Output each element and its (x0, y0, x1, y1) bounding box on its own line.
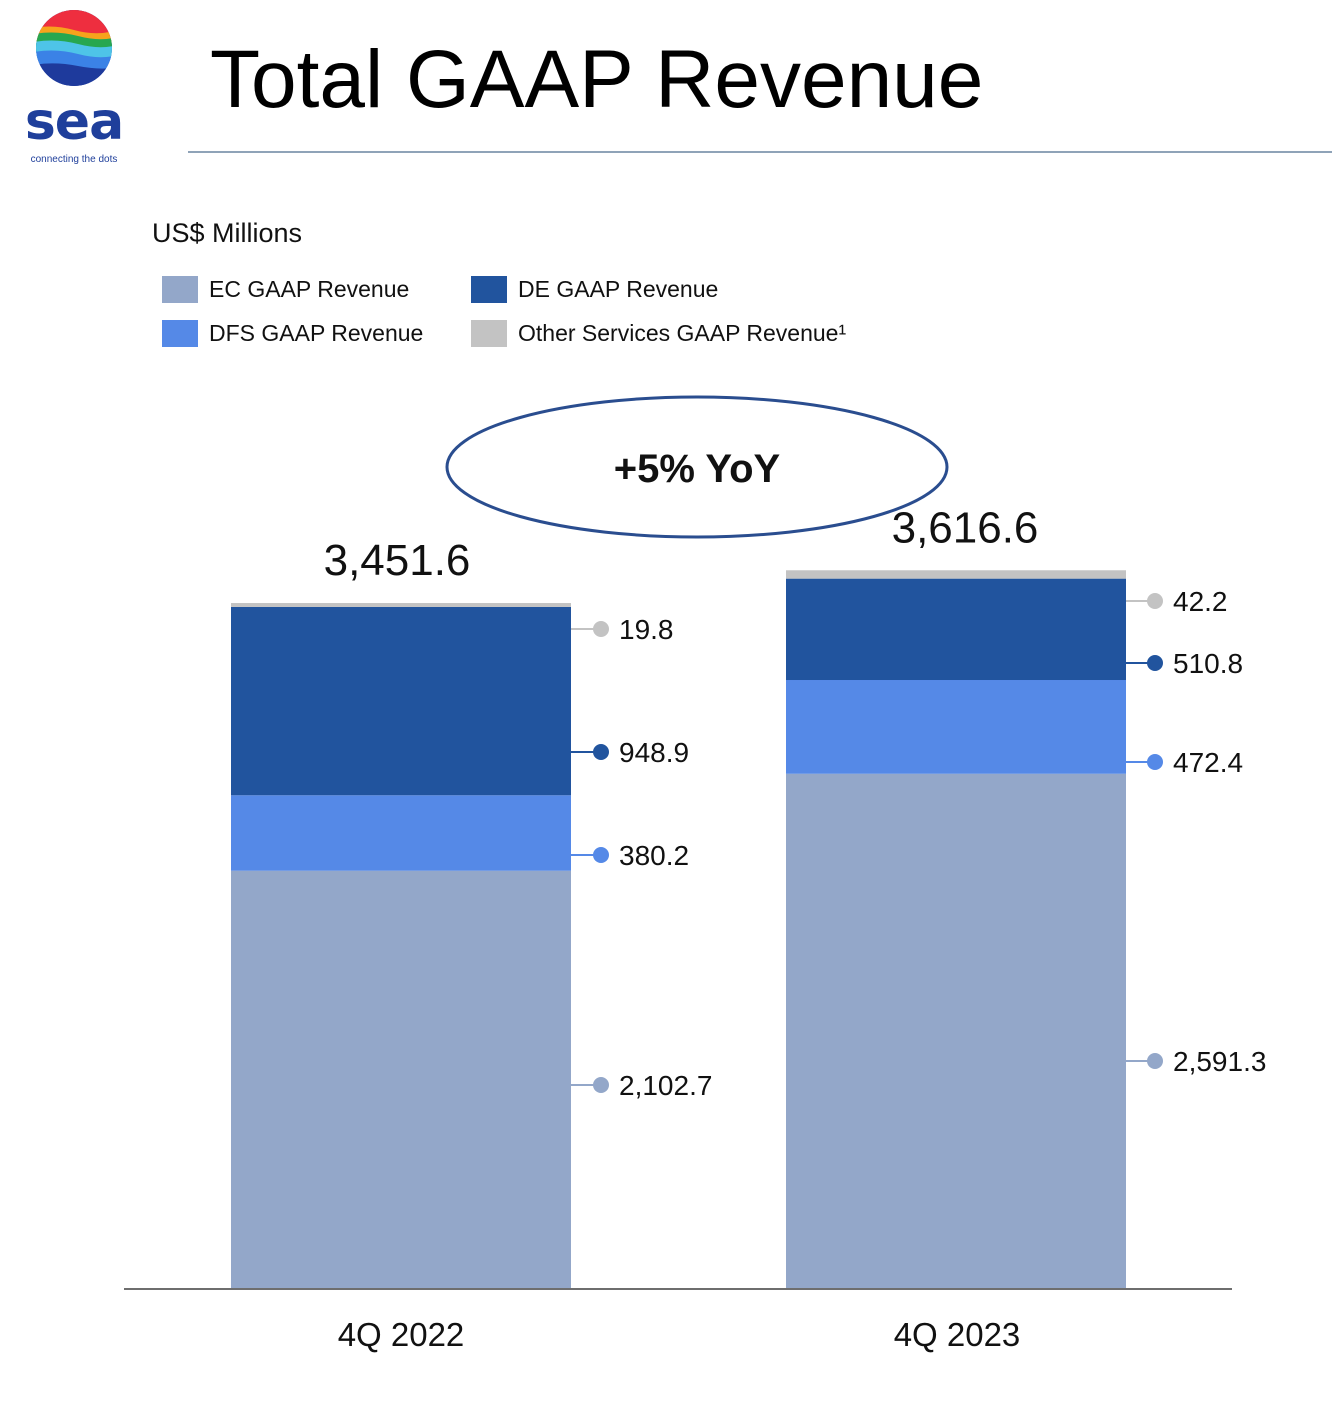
data-label-dfs-4q-2023: 472.4 (1173, 747, 1243, 778)
data-label-ec-4q-2022: 2,102.7 (619, 1070, 712, 1101)
stacked-bar-chart: +5% YoY 2,102.7 380.2 948.9 19.8 3,451.6 4Q 20… (124, 395, 1266, 1353)
yoy-annotation: +5% YoY (614, 447, 781, 491)
legend-label-ec: EC GAAP Revenue (209, 276, 410, 302)
leader-dot-other-4q-2023 (1147, 593, 1163, 609)
legend-swatch-other (471, 320, 507, 347)
legend-item-ec: EC GAAP Revenue (162, 276, 409, 303)
data-label-other-4q-2022: 19.8 (619, 614, 674, 645)
leader-dot-ec-4q-2022 (593, 1077, 609, 1093)
legend: EC GAAP Revenue DE GAAP Revenue DFS GAAP… (162, 276, 922, 356)
total-label-4q-2023: 3,616.6 (892, 503, 1039, 552)
legend-item-de: DE GAAP Revenue (471, 276, 718, 303)
logo-tagline: connecting the dots (30, 154, 118, 165)
legend-swatch-de (471, 276, 507, 303)
total-label-4q-2022: 3,451.6 (324, 536, 471, 585)
bar-segment-de-4q-2022 (231, 606, 571, 796)
bar-segment-de-4q-2023 (786, 578, 1126, 681)
bar-segment-dfs-4q-2023 (786, 680, 1126, 774)
category-label-4q-2022: 4Q 2022 (338, 1316, 465, 1353)
title-divider (188, 151, 1332, 153)
leader-dot-ec-4q-2023 (1147, 1053, 1163, 1069)
data-label-de-4q-2022: 948.9 (619, 737, 689, 768)
legend-item-other: Other Services GAAP Revenue¹ (471, 320, 846, 347)
legend-label-dfs: DFS GAAP Revenue (209, 320, 424, 346)
sea-logo-icon (36, 10, 112, 86)
page-title: Total GAAP Revenue (210, 34, 984, 125)
legend-label-other: Other Services GAAP Revenue¹ (518, 320, 847, 346)
logo-wordmark: sea (24, 92, 124, 152)
bar-segment-dfs-4q-2022 (231, 795, 571, 871)
bar-segment-other-4q-2022 (231, 603, 571, 607)
leader-dot-other-4q-2022 (593, 621, 609, 637)
legend-swatch-dfs (162, 320, 198, 347)
bar-segment-other-4q-2023 (786, 570, 1126, 579)
bar-segment-ec-4q-2022 (231, 870, 571, 1288)
bar-segment-ec-4q-2023 (786, 773, 1126, 1288)
leader-dot-dfs-4q-2023 (1147, 754, 1163, 770)
data-label-dfs-4q-2022: 380.2 (619, 840, 689, 871)
leader-dot-de-4q-2022 (593, 744, 609, 760)
data-label-other-4q-2023: 42.2 (1173, 586, 1228, 617)
leader-dot-de-4q-2023 (1147, 655, 1163, 671)
category-label-4q-2023: 4Q 2023 (894, 1316, 1021, 1353)
data-label-ec-4q-2023: 2,591.3 (1173, 1046, 1266, 1077)
legend-item-dfs: DFS GAAP Revenue (162, 320, 423, 347)
yoy-ellipse (445, 395, 949, 539)
sea-logo: sea connecting the dots (18, 8, 136, 165)
legend-label-de: DE GAAP Revenue (518, 276, 719, 302)
data-label-de-4q-2023: 510.8 (1173, 648, 1243, 679)
legend-swatch-ec (162, 276, 198, 303)
leader-dot-dfs-4q-2022 (593, 847, 609, 863)
unit-label: US$ Millions (152, 218, 303, 248)
